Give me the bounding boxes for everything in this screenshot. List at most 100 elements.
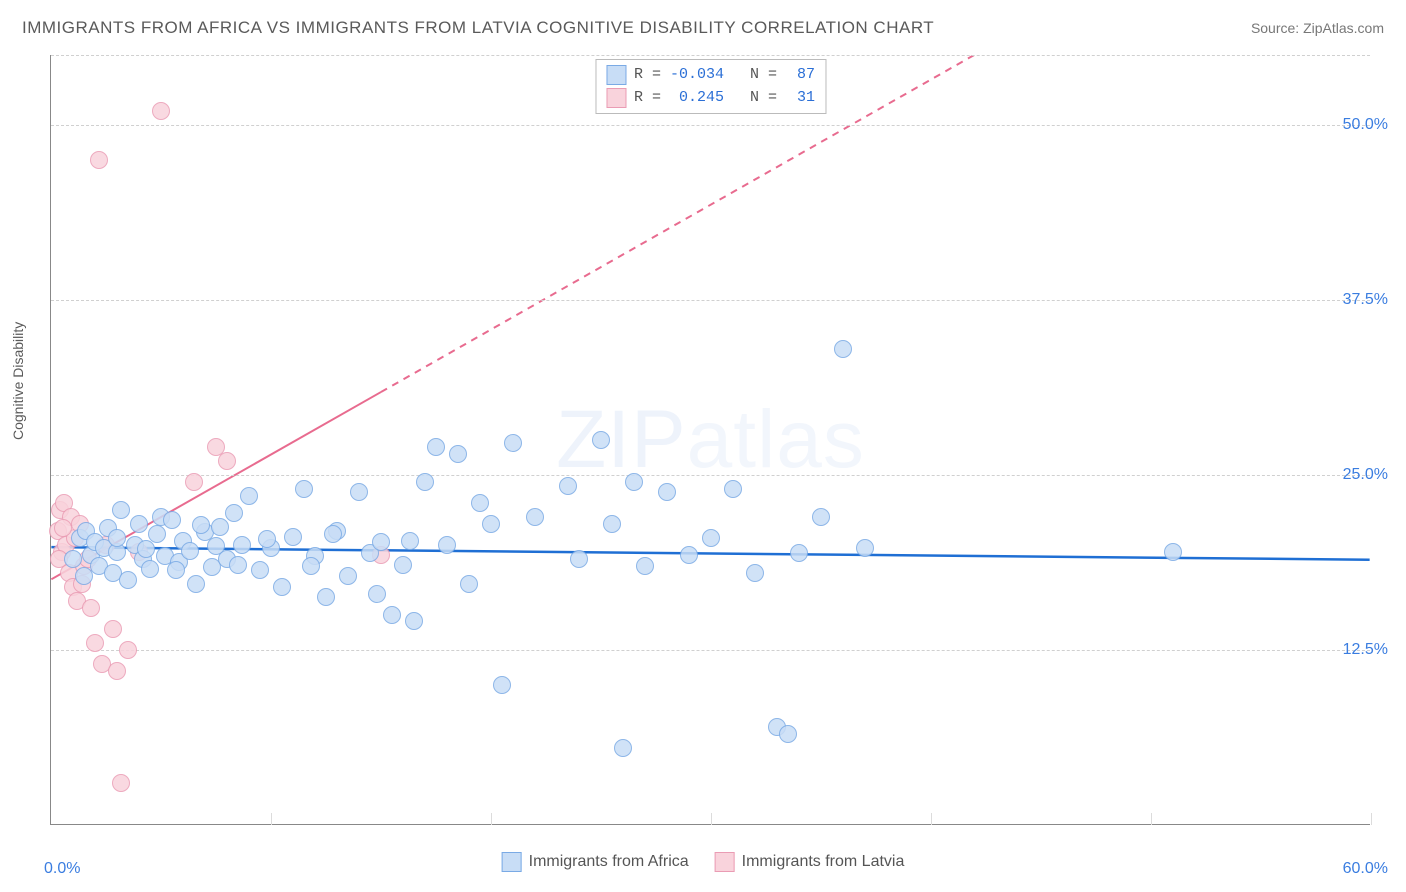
stat-n-value: 31 <box>785 87 815 110</box>
data-point <box>218 452 236 470</box>
data-point <box>302 557 320 575</box>
legend-stat-row: R = 0.245 N = 31 <box>606 87 815 110</box>
chart-title: IMMIGRANTS FROM AFRICA VS IMMIGRANTS FRO… <box>22 18 934 38</box>
data-point <box>471 494 489 512</box>
data-point <box>137 540 155 558</box>
y-axis-label: Cognitive Disability <box>10 322 26 440</box>
data-point <box>108 662 126 680</box>
data-point <box>240 487 258 505</box>
data-point <box>181 542 199 560</box>
data-point <box>504 434 522 452</box>
data-point <box>570 550 588 568</box>
y-tick-label: 37.5% <box>1343 291 1388 309</box>
gridline-h <box>51 300 1370 301</box>
x-tick-label: 60.0% <box>1343 860 1388 878</box>
data-point <box>856 539 874 557</box>
data-point <box>482 515 500 533</box>
data-point <box>112 774 130 792</box>
watermark-part-b: atlas <box>687 394 865 485</box>
data-point <box>119 641 137 659</box>
data-point <box>54 519 72 537</box>
data-point <box>401 532 419 550</box>
data-point <box>746 564 764 582</box>
data-point <box>233 536 251 554</box>
data-point <box>141 560 159 578</box>
data-point <box>812 508 830 526</box>
data-point <box>368 585 386 603</box>
data-point <box>636 557 654 575</box>
x-tick-label: 0.0% <box>44 860 80 878</box>
y-tick-label: 25.0% <box>1343 466 1388 484</box>
legend-swatch <box>606 65 626 85</box>
gridline-h <box>51 55 1370 56</box>
data-point <box>163 511 181 529</box>
x-tick <box>711 813 712 825</box>
x-tick <box>271 813 272 825</box>
data-point <box>427 438 445 456</box>
data-point <box>614 739 632 757</box>
data-point <box>167 561 185 579</box>
legend-series-item: Immigrants from Latvia <box>715 852 905 872</box>
data-point <box>416 473 434 491</box>
x-tick <box>931 813 932 825</box>
data-point <box>779 725 797 743</box>
data-point <box>394 556 412 574</box>
data-point <box>460 575 478 593</box>
legend-swatch <box>715 852 735 872</box>
data-point <box>108 529 126 547</box>
data-point <box>1164 543 1182 561</box>
legend-series-label: Immigrants from Africa <box>529 853 689 871</box>
data-point <box>229 556 247 574</box>
data-point <box>559 477 577 495</box>
data-point <box>258 530 276 548</box>
data-point <box>284 528 302 546</box>
data-point <box>493 676 511 694</box>
data-point <box>104 620 122 638</box>
data-point <box>724 480 742 498</box>
data-point <box>112 501 130 519</box>
stat-r-label: R = <box>634 64 661 87</box>
gridline-h <box>51 650 1370 651</box>
data-point <box>449 445 467 463</box>
legend-series-label: Immigrants from Latvia <box>742 853 905 871</box>
data-point <box>317 588 335 606</box>
data-point <box>526 508 544 526</box>
data-point <box>273 578 291 596</box>
data-point <box>86 634 104 652</box>
source-attribution: Source: ZipAtlas.com <box>1251 20 1384 36</box>
data-point <box>192 516 210 534</box>
data-point <box>625 473 643 491</box>
data-point <box>324 525 342 543</box>
legend-swatch <box>606 88 626 108</box>
data-point <box>790 544 808 562</box>
data-point <box>211 518 229 536</box>
data-point <box>702 529 720 547</box>
data-point <box>152 102 170 120</box>
trend-lines <box>51 55 1370 824</box>
data-point <box>350 483 368 501</box>
stat-n-value: 87 <box>785 64 815 87</box>
data-point <box>187 575 205 593</box>
stat-n-label: N = <box>732 87 777 110</box>
data-point <box>207 537 225 555</box>
data-point <box>148 525 166 543</box>
gridline-h <box>51 125 1370 126</box>
gridline-h <box>51 475 1370 476</box>
data-point <box>383 606 401 624</box>
legend-series-item: Immigrants from Africa <box>502 852 689 872</box>
stat-r-label: R = <box>634 87 661 110</box>
data-point <box>405 612 423 630</box>
data-point <box>64 550 82 568</box>
stat-r-value: 0.245 <box>669 87 724 110</box>
data-point <box>834 340 852 358</box>
legend-swatch <box>502 852 522 872</box>
data-point <box>90 151 108 169</box>
x-tick <box>491 813 492 825</box>
plot-area: ZIPatlas R = -0.034 N = 87 R = 0.245 N =… <box>50 55 1370 825</box>
x-tick <box>1371 813 1372 825</box>
data-point <box>251 561 269 579</box>
data-point <box>82 599 100 617</box>
x-tick <box>1151 813 1152 825</box>
correlation-legend: R = -0.034 N = 87 R = 0.245 N = 31 <box>595 59 826 114</box>
stat-n-label: N = <box>732 64 777 87</box>
